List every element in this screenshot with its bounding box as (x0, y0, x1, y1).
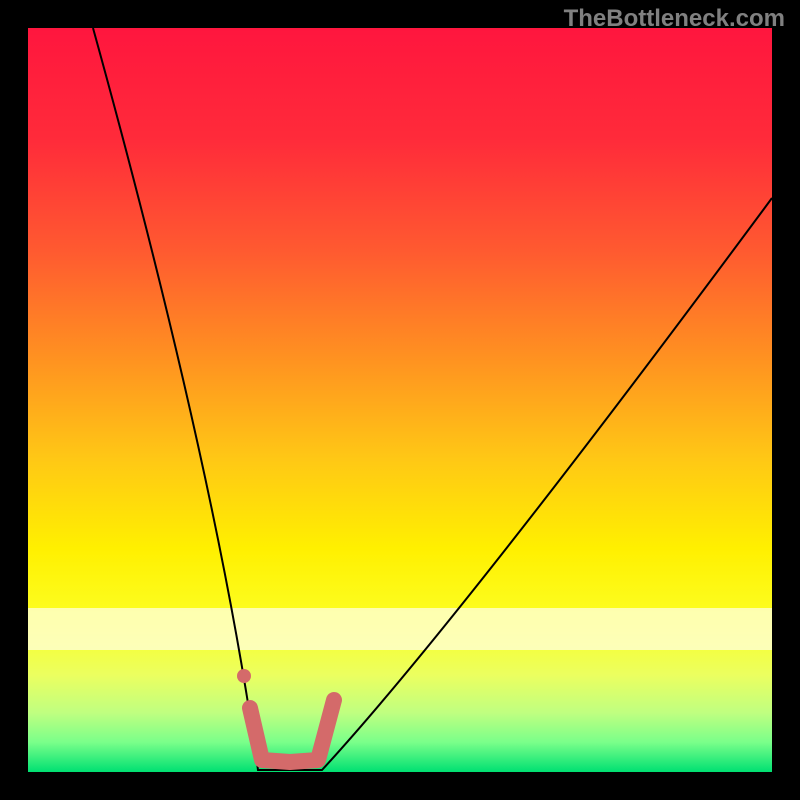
chart-root: TheBottleneck.com (0, 0, 800, 800)
bottleneck-chart (0, 0, 800, 800)
pale-band (28, 608, 772, 650)
watermark-text: TheBottleneck.com (564, 5, 785, 33)
plot-area-gradient (28, 28, 772, 772)
highlight-marker (237, 669, 251, 683)
